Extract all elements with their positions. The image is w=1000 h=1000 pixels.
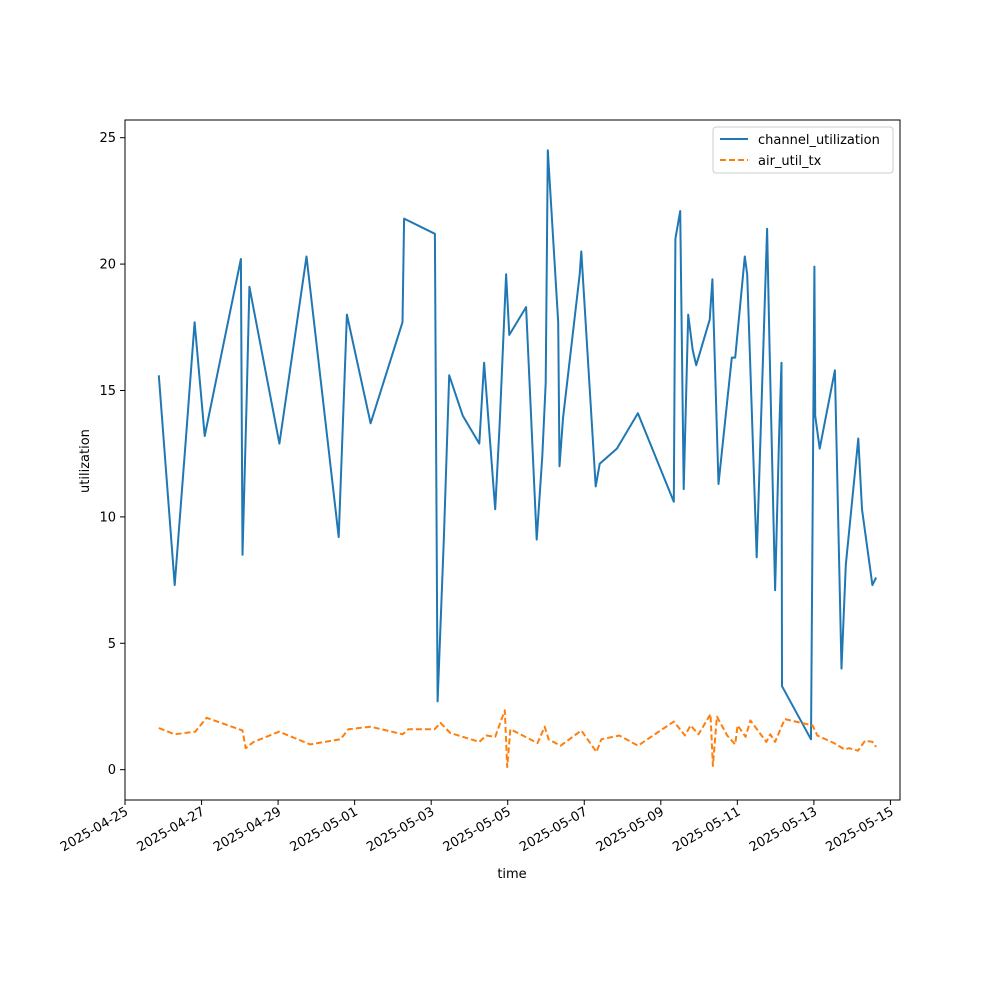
plot-area	[125, 120, 900, 800]
legend-label-channel-utilization: channel_utilization	[758, 133, 880, 148]
y-tick-label: 5	[108, 637, 116, 652]
y-tick-label: 25	[99, 131, 116, 146]
y-tick-label: 15	[99, 384, 116, 399]
series-layer	[157, 149, 877, 769]
legend: channel_utilization air_util_tx	[712, 126, 894, 174]
y-tick-label: 10	[99, 510, 116, 525]
y-tick-label: 0	[108, 763, 116, 778]
series-line-air-util-tx	[158, 709, 877, 769]
x-axis-title: time	[497, 867, 526, 882]
y-axis-title: utilization	[78, 429, 93, 493]
y-axis: 0 5 10 15 20 25	[99, 131, 125, 778]
series-line-channel-utilization	[157, 149, 877, 741]
plot-frame	[124, 119, 901, 801]
legend-box	[712, 126, 894, 174]
y-tick-label: 20	[99, 258, 116, 273]
legend-label-air-util-tx: air_util_tx	[758, 154, 822, 169]
